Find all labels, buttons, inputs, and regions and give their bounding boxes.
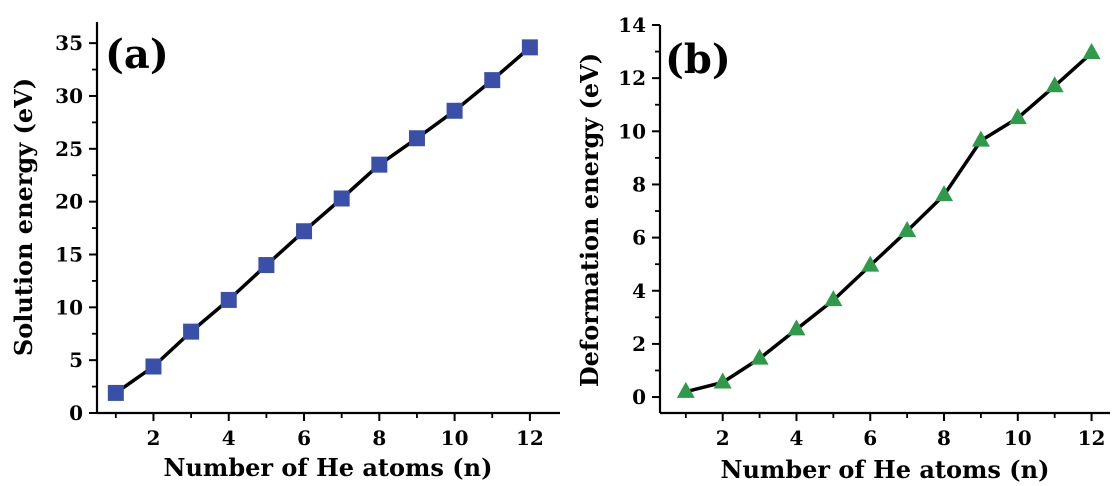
data-point (824, 290, 843, 307)
y-tick-label: 8 (632, 172, 646, 196)
x-tick-label: 10 (1004, 426, 1032, 450)
x-tick-label: 6 (297, 426, 311, 450)
series-line (685, 51, 1093, 394)
y-tick-label: 0 (632, 385, 646, 409)
data-point (713, 372, 732, 389)
data-point (183, 323, 200, 340)
data-point (1082, 42, 1101, 59)
data-point (861, 255, 880, 272)
data-point (371, 156, 388, 173)
panel-a-chart: 2 4 6 8 10 12 0 5 10 15 20 25 30 35 Number of He atoms… (9, 22, 560, 482)
data-point (521, 39, 538, 56)
x-tick-label: 2 (716, 426, 730, 450)
y-tick-label: 14 (618, 13, 646, 37)
x-tick-label: 8 (372, 426, 386, 450)
data-point (971, 130, 990, 147)
x-axis-label: Number of He atoms (n) (164, 453, 493, 482)
y-tick-label: 0 (69, 401, 83, 425)
y-axis-label: Solution energy (eV) (9, 78, 38, 356)
data-point (296, 223, 313, 240)
data-point (898, 221, 917, 238)
data-point (676, 381, 695, 398)
data-point (107, 384, 124, 401)
panel-label: (a) (105, 31, 169, 78)
data-point (145, 358, 162, 375)
panel-b-chart: 2 4 6 8 10 12 0 2 4 6 8 10 12 14 Number of He atoms (n… (575, 13, 1110, 484)
data-point (446, 102, 463, 119)
y-tick-label: 35 (55, 31, 83, 55)
y-tick-label: 5 (69, 348, 83, 372)
data-point (787, 319, 806, 336)
data-point (484, 72, 501, 89)
x-tick-label: 2 (147, 426, 161, 450)
data-point (935, 185, 954, 202)
y-tick-label: 6 (632, 226, 646, 250)
y-tick-label: 10 (618, 119, 646, 143)
y-tick-label: 30 (55, 84, 83, 108)
y-axis-label: Deformation energy (eV) (575, 53, 604, 387)
y-tick-label: 25 (55, 137, 83, 161)
data-point (220, 291, 237, 308)
data-point (1045, 76, 1064, 93)
data-point (1008, 108, 1027, 125)
data-point (258, 257, 275, 274)
data-point (333, 190, 350, 207)
x-axis-label: Number of He atoms (n) (721, 455, 1050, 484)
x-tick-label: 4 (790, 426, 804, 450)
series-line (114, 46, 532, 395)
y-tick-label: 15 (55, 242, 83, 266)
y-tick-label: 20 (55, 190, 83, 214)
y-tick-label: 4 (632, 279, 646, 303)
panel-label: (b) (665, 36, 731, 83)
y-tick-label: 12 (618, 66, 646, 90)
data-point (750, 348, 769, 365)
x-tick-label: 10 (441, 426, 469, 450)
x-tick-label: 8 (937, 426, 951, 450)
x-tick-label: 12 (516, 426, 544, 450)
x-tick-label: 6 (863, 426, 877, 450)
x-tick-label: 12 (1078, 426, 1106, 450)
x-tick-label: 4 (222, 426, 236, 450)
data-point (408, 130, 425, 147)
y-tick-label: 2 (632, 332, 646, 356)
y-tick-label: 10 (55, 295, 83, 319)
